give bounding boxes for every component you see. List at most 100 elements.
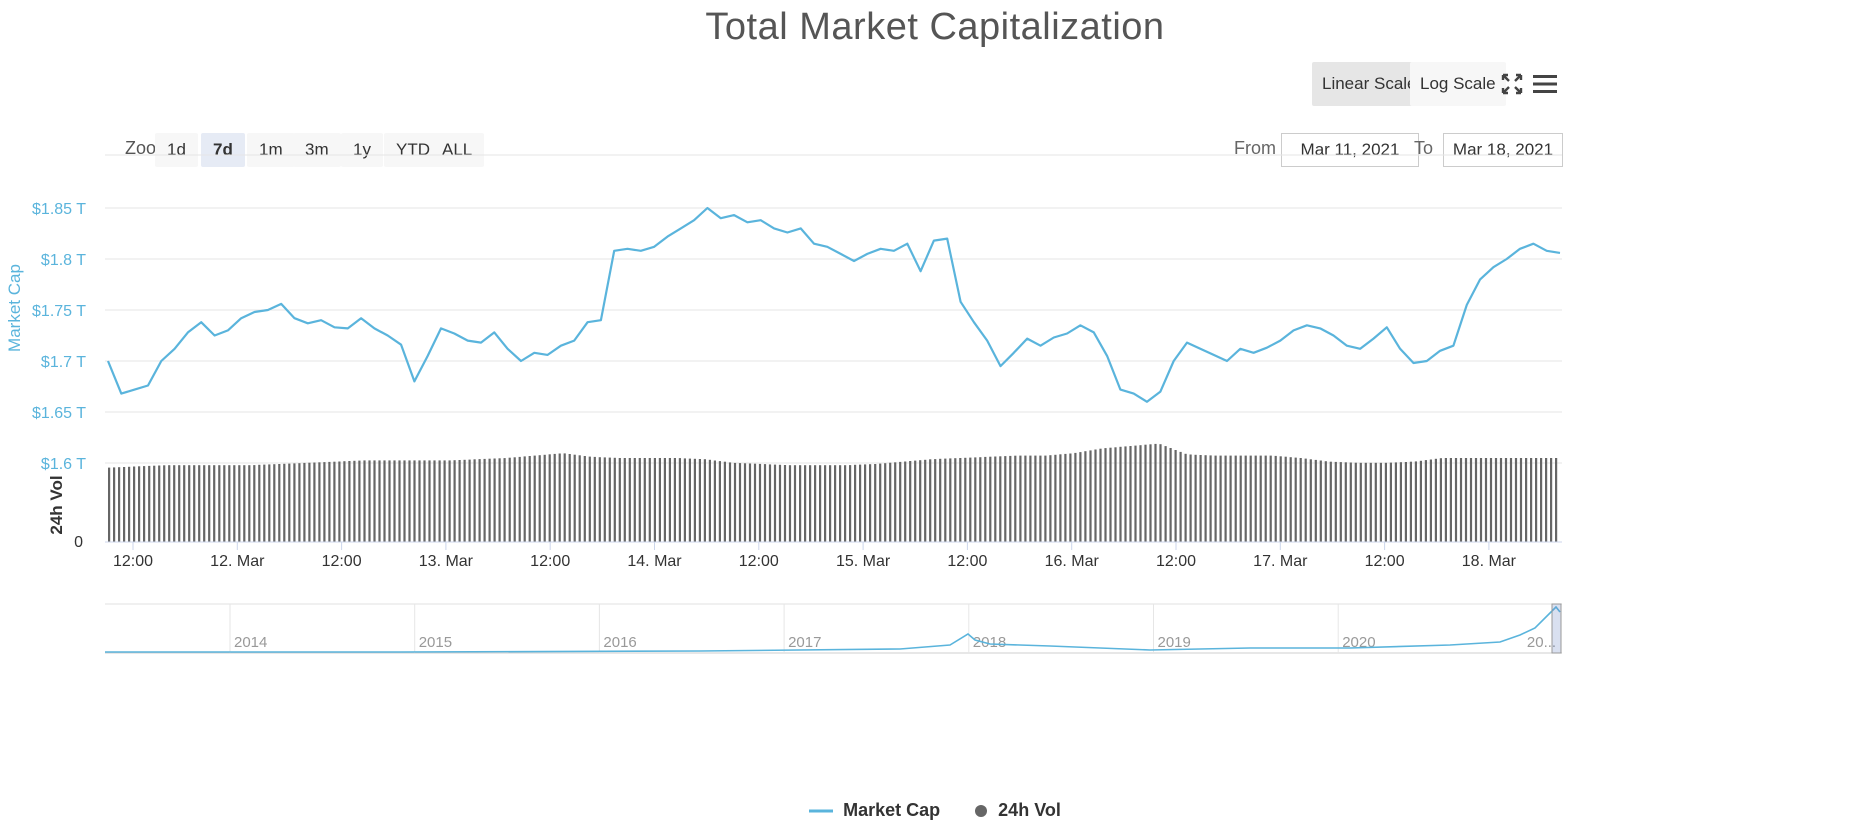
volume-bar (844, 465, 847, 542)
volume-bar (1239, 455, 1242, 542)
volume-bar (333, 461, 336, 542)
volume-bar (1424, 460, 1427, 542)
volume-bar (919, 460, 922, 542)
zoom-1y-button[interactable]: 1y (341, 133, 383, 167)
volume-bar (1264, 455, 1267, 542)
fullscreen-icon[interactable] (1494, 64, 1530, 104)
volume-bar (1514, 458, 1518, 542)
y-axis-title-volume: 24h Vol (47, 475, 66, 534)
volume-bar (1124, 446, 1127, 542)
volume-bar (1074, 452, 1077, 542)
volume-bar (113, 467, 116, 542)
volume-bar (1334, 461, 1337, 542)
volume-bar (964, 457, 967, 542)
volume-bar (133, 466, 136, 542)
volume-bar (804, 465, 807, 542)
volume-bar (1319, 460, 1322, 542)
volume-bar (1525, 458, 1528, 542)
volume-bar (418, 460, 421, 542)
volume-bar (1349, 462, 1352, 542)
volume-bar (1364, 462, 1367, 542)
volume-bar (193, 465, 196, 542)
x-tick-label: 12:00 (1365, 553, 1405, 570)
volume-bar (1494, 458, 1498, 542)
volume-bar (768, 464, 772, 542)
navigator-year-label: 2020 (1342, 634, 1375, 651)
volume-bar (1219, 455, 1222, 542)
volume-bar (478, 459, 481, 542)
volume-bar (1545, 458, 1548, 542)
hamburger-menu-icon[interactable] (1527, 64, 1563, 104)
zoom-7d-button[interactable]: 7d (201, 133, 245, 167)
navigator-selection-handle (1551, 603, 1562, 654)
volume-bar (944, 458, 947, 542)
from-date-input[interactable]: Mar 11, 2021 (1281, 133, 1419, 167)
navigator-series-line (105, 605, 1561, 653)
volume-bar (313, 462, 316, 542)
volume-bar (1129, 446, 1132, 542)
volume-bar (1174, 450, 1177, 542)
volume-bar (393, 460, 396, 542)
volume-bar (1244, 455, 1247, 542)
volume-bar (578, 455, 581, 542)
volume-bar (1209, 455, 1212, 542)
x-tick-label: 15. Mar (836, 553, 891, 570)
volume-bar (178, 465, 181, 542)
volume-bar (503, 458, 506, 542)
zoom-1m-button[interactable]: 1m (247, 133, 295, 167)
volume-bar (1374, 462, 1377, 542)
volume-bar (168, 465, 171, 542)
volume-bar (183, 465, 186, 542)
volume-bar (528, 456, 531, 542)
linear-scale-button[interactable]: Linear Scale (1312, 62, 1427, 106)
volume-bar (1009, 455, 1012, 542)
volume-bar (1184, 453, 1187, 542)
volume-bar (483, 458, 486, 542)
y-tick-label: $1.65 T (32, 405, 86, 422)
volume-bar (1339, 462, 1342, 542)
volume-bar (708, 459, 711, 542)
volume-bar (1404, 462, 1407, 542)
volume-bar (513, 457, 516, 542)
to-date-input[interactable]: Mar 18, 2021 (1443, 133, 1563, 167)
volume-bar (834, 465, 837, 542)
volume-bar (1214, 455, 1217, 542)
volume-bar (1419, 460, 1422, 542)
zoom-1d-button[interactable]: 1d (155, 133, 198, 167)
legend-label-market-cap: Market Cap (843, 800, 941, 820)
volume-bar (713, 460, 716, 542)
volume-bar (753, 463, 757, 542)
volume-bar (273, 464, 276, 542)
volume-bar (1394, 462, 1397, 542)
volume-bar (643, 458, 646, 542)
volume-bar (1509, 458, 1513, 542)
volume-bar (1304, 458, 1307, 542)
volume-bar (1279, 456, 1282, 542)
x-tick-label: 16. Mar (1045, 553, 1100, 570)
volume-bar (1284, 456, 1287, 542)
volume-bar (1550, 458, 1553, 542)
volume-bar (298, 463, 301, 542)
volume-bar (884, 463, 887, 542)
volume-bar (1469, 458, 1473, 542)
x-tick-label: 12:00 (113, 553, 153, 570)
volume-bar (999, 456, 1002, 542)
volume-bar (1384, 462, 1387, 542)
volume-bar (563, 453, 566, 542)
zoom-3m-button[interactable]: 3m (293, 133, 341, 167)
log-scale-button[interactable]: Log Scale (1410, 62, 1506, 106)
volume-bar (348, 461, 351, 542)
volume-bar (123, 467, 126, 542)
from-label: From (1234, 138, 1276, 158)
y-axis-labels: $1.85 T $1.8 T $1.75 T $1.7 T $1.65 T $1.6 T (32, 201, 86, 473)
volume-bar (1324, 461, 1327, 542)
volume-bar (553, 453, 556, 542)
x-tick-label: 12:00 (947, 553, 987, 570)
volume-bar (788, 465, 792, 542)
zoom-all-button[interactable]: ALL (430, 133, 485, 167)
legend-item-24h-vol[interactable]: 24h Vol (974, 800, 1061, 821)
volume-bar (1149, 444, 1152, 542)
volume-bar (1159, 444, 1162, 542)
legend-item-market-cap[interactable]: Market Cap (809, 800, 940, 821)
volume-bar (748, 463, 752, 542)
